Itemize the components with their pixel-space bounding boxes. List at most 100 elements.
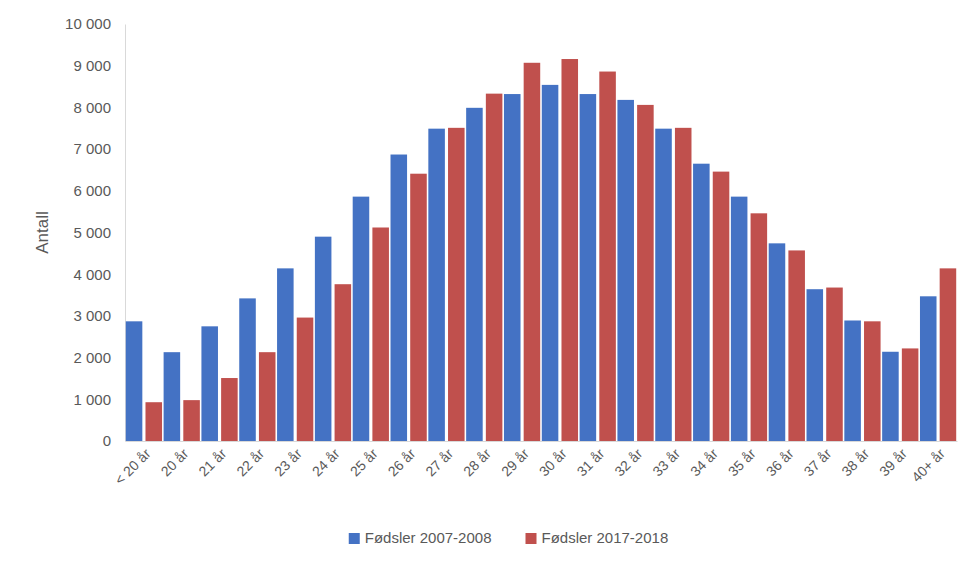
bar bbox=[448, 128, 465, 441]
legend-item: Fødsler 2007-2008 bbox=[349, 529, 492, 546]
legend: Fødsler 2007-2008 Fødsler 2017-2018 bbox=[349, 529, 669, 546]
y-tick-label: 0 bbox=[103, 432, 111, 449]
x-tick-label: 29 år bbox=[498, 445, 532, 479]
legend-label: Fødsler 2007-2008 bbox=[365, 529, 492, 546]
x-tick-label: 33 år bbox=[649, 445, 683, 479]
y-tick-label: 3 000 bbox=[73, 307, 111, 324]
bar bbox=[637, 105, 654, 441]
x-tick-label: 39 år bbox=[876, 445, 910, 479]
x-tick-label: 40+ år bbox=[908, 445, 948, 485]
y-tick: 9 000 bbox=[73, 57, 125, 74]
bar bbox=[731, 197, 748, 441]
y-axis: 0 1 000 2 000 3 000 4 000 5 000 6 000 7 000 8 00… bbox=[65, 15, 125, 449]
x-axis: < 20 år20 år21 år22 år23 år24 år25 år26 … bbox=[111, 441, 957, 488]
x-tick: 35 år bbox=[725, 441, 759, 479]
bar bbox=[751, 213, 768, 441]
y-tick: 8 000 bbox=[73, 99, 125, 116]
bar bbox=[145, 402, 162, 441]
x-tick-label: 28 år bbox=[460, 445, 494, 479]
legend-item: Fødsler 2017-2018 bbox=[526, 529, 669, 546]
bar bbox=[599, 72, 616, 441]
bar bbox=[466, 108, 483, 441]
bar bbox=[372, 227, 389, 441]
bar bbox=[410, 174, 427, 441]
x-tick: 31 år bbox=[574, 441, 608, 479]
x-tick-label: < 20 år bbox=[111, 445, 154, 488]
bar bbox=[693, 164, 710, 441]
bar bbox=[844, 320, 861, 441]
x-tick: 38 år bbox=[838, 441, 872, 479]
x-tick: 27 år bbox=[422, 441, 456, 479]
x-tick: 30 år bbox=[536, 441, 570, 479]
x-tick: 37 år bbox=[801, 441, 835, 479]
x-tick: 36 år bbox=[763, 441, 797, 479]
y-tick-label: 7 000 bbox=[73, 140, 111, 157]
bar bbox=[561, 59, 578, 441]
x-tick: 22 år bbox=[233, 441, 267, 479]
bar bbox=[807, 289, 824, 441]
bar bbox=[524, 63, 541, 441]
bar bbox=[297, 318, 314, 441]
bar bbox=[335, 284, 352, 441]
x-tick: < 20 år bbox=[111, 441, 154, 488]
bar bbox=[940, 268, 957, 441]
x-tick-label: 31 år bbox=[574, 445, 608, 479]
x-tick-label: 21 år bbox=[195, 445, 229, 479]
x-tick: 21 år bbox=[195, 441, 229, 479]
bar bbox=[675, 128, 692, 441]
y-tick: 2 000 bbox=[73, 349, 125, 366]
bar bbox=[902, 348, 919, 441]
bar bbox=[826, 288, 843, 441]
bar bbox=[183, 400, 200, 441]
bars bbox=[126, 59, 956, 441]
legend-swatch bbox=[349, 533, 360, 544]
bar bbox=[239, 298, 256, 441]
x-tick-label: 34 år bbox=[687, 445, 721, 479]
bar bbox=[277, 268, 294, 441]
y-tick-label: 8 000 bbox=[73, 99, 111, 116]
bar bbox=[315, 237, 332, 441]
y-tick: 4 000 bbox=[73, 266, 125, 283]
x-tick: 20 år bbox=[158, 441, 192, 479]
bar bbox=[769, 243, 786, 441]
bar bbox=[221, 378, 238, 441]
y-tick: 7 000 bbox=[73, 140, 125, 157]
x-tick-label: 26 år bbox=[385, 445, 419, 479]
x-tick-label: 22 år bbox=[233, 445, 267, 479]
x-tick: 34 år bbox=[687, 441, 721, 479]
x-tick: 24 år bbox=[309, 441, 343, 479]
bar bbox=[655, 129, 672, 441]
legend-label: Fødsler 2017-2018 bbox=[542, 529, 669, 546]
y-tick: 5 000 bbox=[73, 224, 125, 241]
x-tick: 33 år bbox=[649, 441, 683, 479]
y-tick-label: 4 000 bbox=[73, 266, 111, 283]
chart: 0 1 000 2 000 3 000 4 000 5 000 6 000 7 000 8 00… bbox=[0, 0, 977, 569]
x-tick-label: 30 år bbox=[536, 445, 570, 479]
bar bbox=[201, 326, 218, 441]
y-tick-label: 6 000 bbox=[73, 182, 111, 199]
x-tick: 29 år bbox=[498, 441, 532, 479]
x-tick-label: 24 år bbox=[309, 445, 343, 479]
x-tick: 23 år bbox=[271, 441, 305, 479]
x-tick: 32 år bbox=[611, 441, 645, 479]
x-tick-label: 32 år bbox=[611, 445, 645, 479]
x-tick: 26 år bbox=[385, 441, 419, 479]
bar bbox=[713, 172, 730, 441]
series bbox=[145, 59, 956, 441]
x-tick-label: 35 år bbox=[725, 445, 759, 479]
bar bbox=[788, 250, 805, 441]
y-tick: 10 000 bbox=[65, 15, 125, 32]
x-tick-label: 36 år bbox=[763, 445, 797, 479]
x-tick-label: 37 år bbox=[801, 445, 835, 479]
y-tick: 0 bbox=[103, 432, 125, 449]
y-tick: 6 000 bbox=[73, 182, 125, 199]
bar bbox=[428, 129, 445, 441]
bar bbox=[920, 296, 937, 441]
bar bbox=[259, 352, 276, 441]
y-tick: 1 000 bbox=[73, 391, 125, 408]
bar bbox=[617, 100, 634, 441]
bar bbox=[504, 94, 521, 441]
bar bbox=[486, 94, 503, 441]
bar bbox=[126, 321, 143, 441]
bar bbox=[391, 155, 408, 441]
